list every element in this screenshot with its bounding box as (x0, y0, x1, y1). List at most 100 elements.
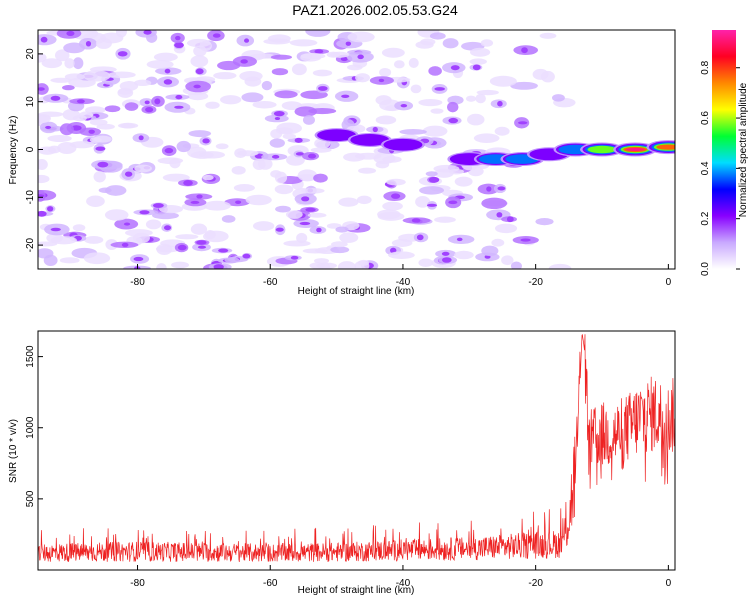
noise-blob-core (472, 64, 481, 71)
noise-blob (375, 160, 390, 169)
noise-blob-core (273, 110, 285, 117)
spectrogram-x-tick-label: -20 (528, 277, 543, 288)
noise-blob (275, 205, 291, 213)
noise-blob (233, 183, 255, 192)
noise-blob (204, 229, 216, 240)
noise-blob (301, 188, 325, 194)
noise-blob (269, 138, 285, 148)
noise-blob-core (76, 99, 85, 104)
noise-blob (98, 187, 112, 193)
ridge-mark (625, 148, 645, 151)
noise-blob-core (196, 240, 207, 245)
colorbar-tick-label: 0.6 (700, 111, 711, 125)
noise-blob-core (497, 186, 506, 191)
noise-blob (343, 152, 366, 162)
noise-blob (95, 38, 112, 49)
noise-blob-core (202, 138, 210, 144)
noise-blob (491, 238, 505, 247)
ridge-mark (350, 134, 390, 146)
noise-blob (190, 151, 214, 159)
noise-blob (187, 92, 209, 101)
noise-blob-core (45, 125, 52, 129)
noise-blob (220, 95, 242, 105)
noise-blob (202, 174, 214, 181)
colorbar-tick-label: 0.2 (700, 211, 711, 225)
noise-blob-core (301, 196, 310, 202)
snr-x-tick-label: -60 (263, 578, 278, 589)
noise-blob (291, 63, 307, 76)
noise-blob (176, 140, 191, 153)
noise-blob-core (47, 206, 54, 212)
noise-blob (510, 261, 522, 269)
noise-blob (104, 209, 129, 221)
spectrogram-x-tick-label: -80 (130, 277, 145, 288)
snr-y-tick-label: 1500 (25, 345, 36, 368)
noise-blob-core (294, 137, 303, 143)
noise-blob-core (212, 33, 221, 38)
noise-blob-core (295, 152, 305, 156)
noise-blob (358, 167, 377, 174)
noise-blob (420, 38, 436, 46)
noise-blob (408, 57, 419, 68)
noise-blob-core (275, 227, 284, 232)
noise-blob (79, 111, 94, 119)
ridge-mark (587, 145, 617, 154)
noise-blob (54, 49, 70, 62)
noise-blob (64, 73, 85, 81)
noise-blob-core (271, 154, 280, 159)
noise-blob-core (486, 186, 492, 192)
noise-blob (239, 70, 263, 82)
spectrogram-y-tick-label: -20 (25, 237, 36, 252)
noise-blob-core (307, 153, 317, 159)
noise-blob (156, 243, 173, 256)
noise-blob (286, 154, 305, 166)
noise-blob-core (163, 79, 173, 85)
noise-blob (442, 38, 459, 49)
noise-blob-core (175, 94, 183, 100)
noise-blob-core (117, 51, 128, 57)
noise-blob (47, 135, 72, 142)
noise-blob-core (428, 176, 440, 183)
noise-blob (480, 39, 494, 47)
noise-blob (415, 196, 431, 208)
noise-blob (419, 186, 445, 195)
spectrogram-x-tick-label: -40 (396, 277, 411, 288)
noise-blob (188, 130, 212, 138)
noise-blob (410, 84, 422, 94)
noise-blob (171, 261, 190, 269)
noise-blob (132, 232, 150, 244)
noise-blob (215, 143, 229, 150)
noise-blob-core (517, 121, 528, 125)
noise-blob (381, 47, 405, 58)
noise-blob (50, 77, 72, 83)
colorbar-tick-label: 0.8 (700, 60, 711, 74)
noise-blob-core (183, 179, 193, 186)
noise-blob (124, 102, 139, 111)
noise-blob-core (497, 100, 503, 107)
noise-blob (83, 252, 111, 265)
noise-blob-core (345, 41, 352, 46)
noise-blob (271, 68, 289, 76)
noise-blob (190, 55, 209, 68)
noise-blob (418, 258, 434, 268)
noise-blob-core (38, 194, 45, 198)
noise-blob (425, 171, 438, 177)
noise-blob (314, 258, 330, 264)
noise-blob (330, 246, 350, 254)
noise-blob (430, 108, 444, 114)
noise-blob (429, 32, 446, 40)
noise-blob (38, 114, 51, 122)
noise-blob (104, 105, 121, 113)
noise-blob (355, 73, 370, 83)
spectrogram-y-tick-label: 20 (25, 48, 36, 60)
snr-y-label: SNR (10 * v/v) (8, 419, 19, 483)
noise-blob (50, 236, 77, 245)
noise-blob (145, 219, 162, 230)
noise-blob (72, 224, 86, 232)
noise-blob (252, 100, 277, 109)
snr-y-tick-label: 1000 (25, 416, 36, 439)
noise-blob (59, 257, 80, 264)
noise-blob (356, 195, 372, 205)
noise-blob-core (95, 146, 106, 151)
noise-blob-core (521, 47, 528, 54)
